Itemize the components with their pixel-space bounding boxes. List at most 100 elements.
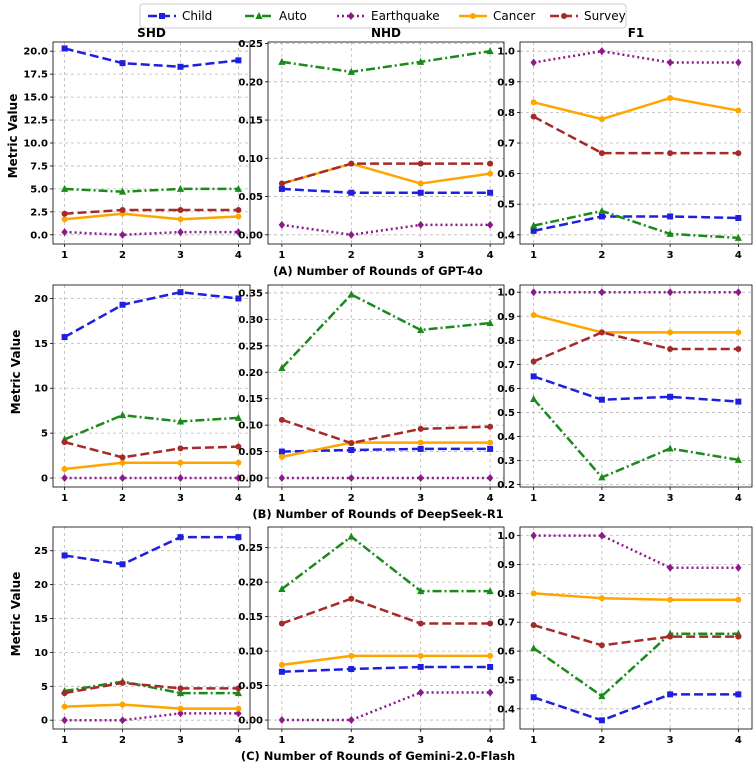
series-line xyxy=(64,712,239,722)
x-tick-label: 2 xyxy=(348,735,355,746)
legend-marker xyxy=(159,13,165,19)
y-tick-label: 0.10 xyxy=(238,647,263,658)
data-point xyxy=(278,474,286,483)
y-axis-label-row-a: Metric Value xyxy=(6,94,20,179)
series-child xyxy=(530,691,742,724)
y-tick-label: 0.20 xyxy=(238,77,263,88)
plot-frame xyxy=(52,284,251,488)
y-tick-label: 1.0 xyxy=(497,47,515,58)
series-survey xyxy=(278,160,494,187)
panel-2: 1 2 3 4 0.00 0.05 0.10 0.15 0.20 0.25 NHD xyxy=(238,26,505,261)
data-point xyxy=(417,180,424,187)
data-point xyxy=(234,689,243,697)
data-point xyxy=(119,454,126,461)
data-point xyxy=(235,685,242,692)
data-point xyxy=(235,705,242,712)
data-point xyxy=(598,473,606,481)
y-tick-label: 10 xyxy=(34,648,48,659)
series-line xyxy=(533,209,739,240)
data-point xyxy=(417,325,425,333)
series-line xyxy=(281,654,491,667)
x-tick-label: 3 xyxy=(177,735,184,746)
series-earthquake xyxy=(278,688,494,725)
data-point xyxy=(177,685,184,692)
caption-deepseek: (B) Number of Rounds of DeepSeek-R1 xyxy=(252,507,503,521)
series-cancer xyxy=(61,701,242,712)
panel-9: 1 2 3 4 0.4 0.5 0.6 0.7 0.8 0.9 1.0 xyxy=(497,526,753,746)
series-cancer xyxy=(278,652,494,668)
data-point xyxy=(119,561,126,568)
y-tick-label: 15 xyxy=(34,614,48,625)
y-tick-label: 0.20 xyxy=(238,368,263,379)
x-tick-label: 4 xyxy=(487,735,494,746)
legend-label: Cancer xyxy=(493,9,535,23)
data-point xyxy=(667,213,674,220)
series-line xyxy=(533,215,739,233)
data-point xyxy=(118,411,127,419)
data-point xyxy=(598,717,605,724)
series-survey xyxy=(530,113,742,157)
x-tick-label: 4 xyxy=(735,735,742,746)
data-point xyxy=(177,445,184,452)
series-line xyxy=(281,162,491,185)
series-child xyxy=(278,185,494,196)
x-tick-label: 4 xyxy=(735,493,742,504)
x-tick-label: 4 xyxy=(235,735,242,746)
y-axis-label-row-c: Metric Value xyxy=(9,572,23,657)
y-tick-label: 0.3 xyxy=(497,456,515,467)
data-point xyxy=(347,532,355,540)
data-point xyxy=(735,214,742,221)
y-tick-label: 0.15 xyxy=(238,394,263,405)
data-point xyxy=(598,47,606,56)
x-tick-label: 2 xyxy=(119,493,126,504)
data-point xyxy=(278,416,285,423)
y-tick-label: 7.5 xyxy=(30,161,48,172)
data-point xyxy=(348,440,355,447)
data-point xyxy=(735,288,742,297)
data-point xyxy=(667,150,674,157)
data-point xyxy=(486,587,494,595)
data-point xyxy=(61,228,68,237)
y-axis-label-row-b: Metric Value xyxy=(9,330,23,415)
series-line xyxy=(64,187,239,193)
series-line xyxy=(64,413,239,441)
panel-title: SHD xyxy=(137,26,166,40)
series-line xyxy=(533,623,739,647)
data-point xyxy=(530,312,537,319)
series-auto xyxy=(278,47,494,75)
panel-4: 1 2 3 4 0 5 10 15 20 xyxy=(34,284,251,504)
panel-title: NHD xyxy=(371,26,401,40)
y-tick-label: 1.0 xyxy=(497,531,515,542)
series-auto xyxy=(530,394,742,481)
y-tick-label: 0.5 xyxy=(497,408,515,419)
data-point xyxy=(60,184,69,192)
series-survey xyxy=(530,329,742,365)
data-point xyxy=(278,180,285,187)
data-point xyxy=(119,701,126,708)
data-point xyxy=(235,57,242,64)
series-survey xyxy=(61,439,242,461)
data-point xyxy=(486,319,494,327)
data-point xyxy=(61,216,68,223)
data-point xyxy=(278,448,285,455)
data-point xyxy=(598,150,605,157)
series-child xyxy=(530,373,742,405)
data-point xyxy=(176,417,185,425)
data-point xyxy=(667,633,674,640)
data-point xyxy=(61,210,68,217)
y-tick-label: 0.15 xyxy=(238,612,263,623)
data-point xyxy=(666,58,674,67)
data-point xyxy=(598,116,605,123)
series-survey xyxy=(278,416,494,447)
x-tick-label: 2 xyxy=(598,735,605,746)
data-point xyxy=(417,688,424,697)
x-tick-label: 4 xyxy=(235,250,242,261)
x-tick-label: 3 xyxy=(417,493,424,504)
data-point xyxy=(235,207,242,214)
y-tick-label: 0.9 xyxy=(497,560,515,571)
x-tick-label: 2 xyxy=(598,250,605,261)
data-point xyxy=(119,679,126,686)
data-point xyxy=(177,228,184,237)
y-tick-label: 10 xyxy=(34,384,48,395)
series-line xyxy=(281,162,491,185)
